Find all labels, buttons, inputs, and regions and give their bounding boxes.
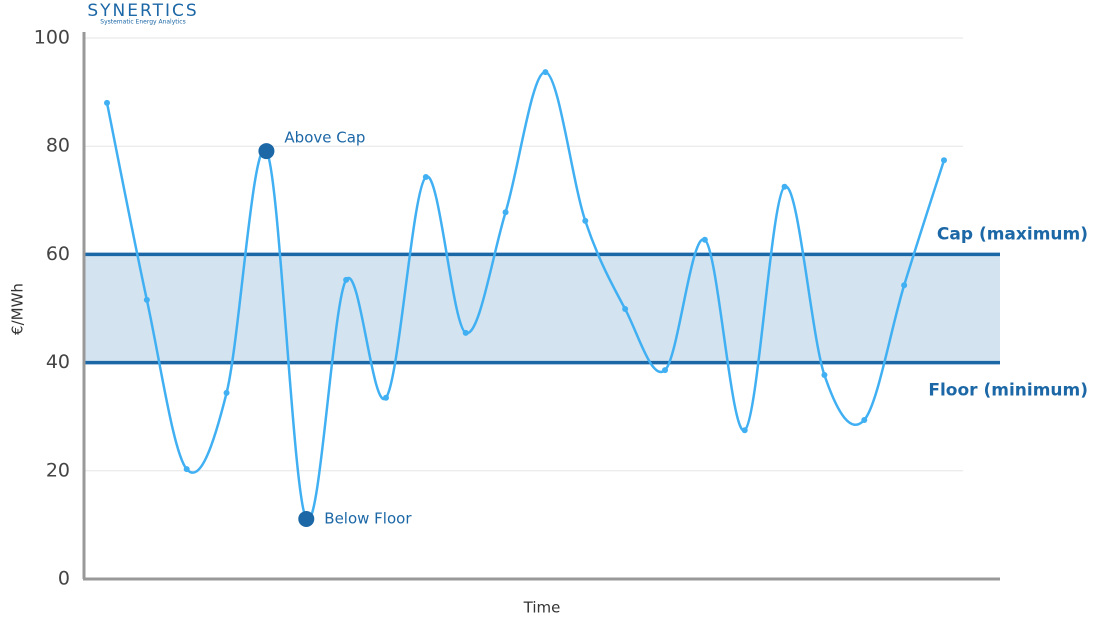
data-point <box>861 416 868 423</box>
data-point <box>941 157 947 164</box>
data-point <box>183 466 190 473</box>
reference-label: Cap (maximum) <box>937 224 1088 244</box>
data-point <box>143 296 150 303</box>
highlight-point <box>298 510 315 527</box>
data-point <box>104 99 110 106</box>
y-tick-label: 40 <box>46 351 70 373</box>
x-axis-label: Time <box>523 599 561 617</box>
data-point <box>622 306 629 313</box>
y-axis-label: €/MWh <box>9 283 27 335</box>
data-point <box>662 367 668 374</box>
data-point <box>901 282 908 289</box>
annotation: Below Floor <box>324 509 412 527</box>
reference-band <box>84 254 1000 363</box>
data-point <box>701 236 708 243</box>
data-point <box>542 69 549 76</box>
brand-tagline: Systematic Energy Analytics <box>100 19 185 26</box>
data-point <box>422 174 429 181</box>
y-tick-label: 100 <box>34 27 70 49</box>
y-tick-label: 80 <box>46 135 70 157</box>
data-point <box>582 217 589 224</box>
data-point <box>462 329 469 336</box>
y-tick-label: 0 <box>58 568 70 590</box>
data-point <box>781 183 788 190</box>
data-point <box>343 276 350 283</box>
reference-label: Floor (minimum) <box>928 381 1088 401</box>
y-tick-label: 60 <box>46 243 70 265</box>
brand-name: SYNERTICS <box>87 1 198 21</box>
data-point <box>383 394 389 401</box>
data-point <box>223 389 230 396</box>
annotation: Above Cap <box>284 129 365 147</box>
y-tick-label: 20 <box>46 459 70 481</box>
highlight-point <box>258 143 275 160</box>
data-point <box>821 372 828 379</box>
data-point <box>502 209 509 216</box>
data-point <box>741 427 748 434</box>
